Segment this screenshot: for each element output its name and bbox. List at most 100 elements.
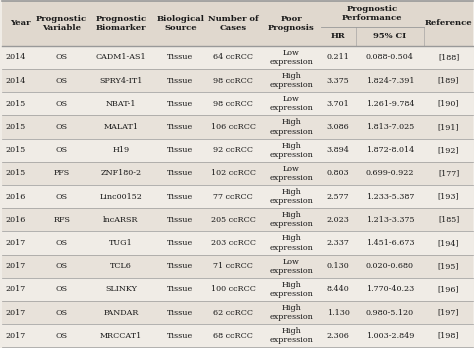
Bar	[2, 115, 473, 139]
Text: Low
expression: Low expression	[269, 95, 313, 112]
Text: 1.872-8.014: 1.872-8.014	[366, 146, 414, 154]
Text: PANDAR: PANDAR	[103, 309, 139, 317]
Text: NBAT-1: NBAT-1	[106, 100, 136, 108]
Text: 62 ccRCC: 62 ccRCC	[213, 309, 253, 317]
Bar	[2, 1, 473, 46]
Text: 205 ccRCC: 205 ccRCC	[211, 216, 255, 224]
Text: [177]: [177]	[438, 169, 459, 177]
Text: Tissue: Tissue	[167, 216, 193, 224]
Text: 95% CI: 95% CI	[374, 32, 407, 40]
Text: 2015: 2015	[6, 146, 26, 154]
Text: Tissue: Tissue	[167, 285, 193, 293]
Text: OS: OS	[55, 309, 68, 317]
Text: OS: OS	[55, 192, 68, 200]
Text: 0.130: 0.130	[327, 262, 349, 270]
Text: 2014: 2014	[6, 53, 26, 61]
Text: High
expression: High expression	[269, 327, 313, 344]
Bar	[2, 92, 473, 115]
Text: [185]: [185]	[438, 216, 459, 224]
Text: 77 ccRCC: 77 ccRCC	[213, 192, 253, 200]
Text: Reference: Reference	[425, 19, 473, 27]
Text: [193]: [193]	[438, 192, 459, 200]
Text: 1.813-7.025: 1.813-7.025	[366, 123, 414, 131]
Text: Biological
Source: Biological Source	[156, 15, 204, 32]
Text: [194]: [194]	[438, 239, 459, 247]
Text: 0.211: 0.211	[327, 53, 349, 61]
Text: 2014: 2014	[6, 77, 26, 85]
Text: 2.306: 2.306	[327, 332, 349, 340]
Text: SLINKY: SLINKY	[105, 285, 137, 293]
Text: 2017: 2017	[6, 309, 26, 317]
Text: ZNF180-2: ZNF180-2	[100, 169, 142, 177]
Text: 2.023: 2.023	[327, 216, 349, 224]
Text: [198]: [198]	[438, 332, 459, 340]
Text: PFS: PFS	[54, 169, 70, 177]
Text: 102 ccRCC: 102 ccRCC	[210, 169, 255, 177]
Text: Tissue: Tissue	[167, 146, 193, 154]
Text: [191]: [191]	[438, 123, 459, 131]
Text: Tissue: Tissue	[167, 123, 193, 131]
Text: Tissue: Tissue	[167, 100, 193, 108]
Text: High
expression: High expression	[269, 304, 313, 321]
Text: High
expression: High expression	[269, 142, 313, 159]
Text: 2016: 2016	[6, 216, 26, 224]
Text: 0.088-0.504: 0.088-0.504	[366, 53, 414, 61]
Text: 92 ccRCC: 92 ccRCC	[213, 146, 253, 154]
Text: 0.980-5.120: 0.980-5.120	[366, 309, 414, 317]
Text: 2015: 2015	[6, 100, 26, 108]
Text: Tissue: Tissue	[167, 169, 193, 177]
Text: SPRY4-IT1: SPRY4-IT1	[100, 77, 143, 85]
Text: OS: OS	[55, 53, 68, 61]
Text: Tissue: Tissue	[167, 262, 193, 270]
Text: Tissue: Tissue	[167, 309, 193, 317]
Text: High
expression: High expression	[269, 118, 313, 135]
Bar	[2, 254, 473, 278]
Text: Low
expression: Low expression	[269, 49, 313, 66]
Bar	[2, 278, 473, 301]
Text: 1.770-40.23: 1.770-40.23	[366, 285, 414, 293]
Text: 3.894: 3.894	[327, 146, 349, 154]
Text: 3.375: 3.375	[327, 77, 349, 85]
Text: 2016: 2016	[6, 192, 26, 200]
Text: HR: HR	[331, 32, 346, 40]
Text: 1.003-2.849: 1.003-2.849	[366, 332, 414, 340]
Text: Tissue: Tissue	[167, 332, 193, 340]
Bar	[2, 208, 473, 231]
Text: OS: OS	[55, 239, 68, 247]
Text: Tissue: Tissue	[167, 77, 193, 85]
Text: 1.213-3.375: 1.213-3.375	[365, 216, 414, 224]
Text: Prognostic
Biomarker: Prognostic Biomarker	[95, 15, 146, 32]
Text: TCL6: TCL6	[110, 262, 132, 270]
Bar	[2, 301, 473, 324]
Text: [189]: [189]	[438, 77, 459, 85]
Text: 3.701: 3.701	[327, 100, 349, 108]
Text: 2.337: 2.337	[327, 239, 349, 247]
Bar	[2, 324, 473, 347]
Text: Tissue: Tissue	[167, 192, 193, 200]
Text: TUG1: TUG1	[109, 239, 133, 247]
Text: 2015: 2015	[6, 169, 26, 177]
Text: 0.020-0.680: 0.020-0.680	[366, 262, 414, 270]
Text: 1.451-6.673: 1.451-6.673	[365, 239, 414, 247]
Text: High
expression: High expression	[269, 234, 313, 252]
Text: Number of
Cases: Number of Cases	[208, 15, 258, 32]
Bar	[2, 162, 473, 185]
Text: 1.233-5.387: 1.233-5.387	[366, 192, 414, 200]
Text: Year: Year	[10, 19, 30, 27]
Bar	[2, 46, 473, 69]
Bar	[2, 185, 473, 208]
Text: 203 ccRCC: 203 ccRCC	[210, 239, 255, 247]
Text: High
expression: High expression	[269, 281, 313, 298]
Text: 1.824-7.391: 1.824-7.391	[365, 77, 414, 85]
Text: 2015: 2015	[6, 123, 26, 131]
Text: 2.577: 2.577	[327, 192, 349, 200]
Text: 68 ccRCC: 68 ccRCC	[213, 332, 253, 340]
Text: 0.699-0.922: 0.699-0.922	[365, 169, 414, 177]
Text: 1.261-9.784: 1.261-9.784	[365, 100, 414, 108]
Text: 8.440: 8.440	[327, 285, 349, 293]
Text: Tissue: Tissue	[167, 53, 193, 61]
Text: [192]: [192]	[438, 146, 459, 154]
Text: OS: OS	[55, 77, 68, 85]
Text: OS: OS	[55, 332, 68, 340]
Text: Prognostic
Performance: Prognostic Performance	[342, 5, 402, 22]
